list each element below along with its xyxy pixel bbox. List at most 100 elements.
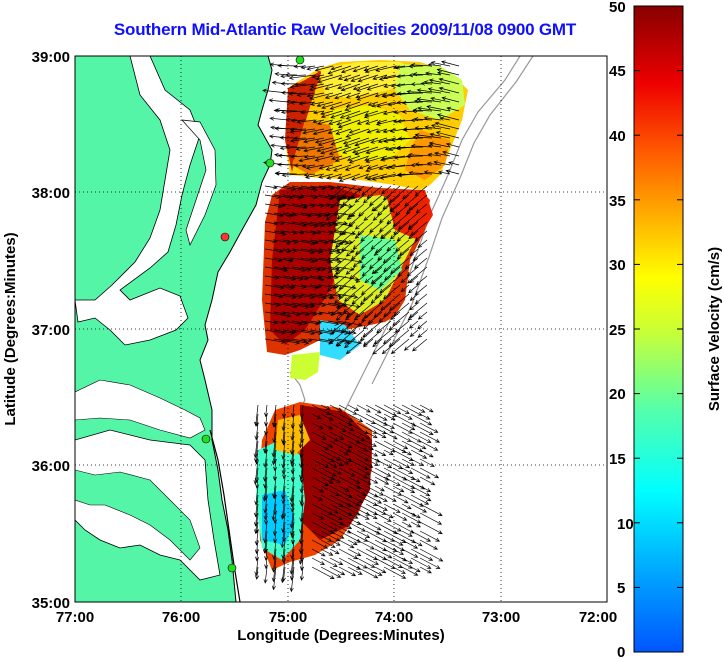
velocity-arrow: [311, 404, 332, 416]
velocity-arrow: [336, 320, 363, 327]
velocity-arrow: [300, 194, 318, 200]
velocity-arrow: [407, 221, 419, 231]
map-panel[interactable]: [74, 55, 608, 603]
velocity-arrow: [392, 512, 408, 521]
velocity-arrow: [273, 512, 278, 524]
velocity-arrow: [374, 476, 390, 485]
velocity-arrow: [436, 113, 460, 121]
velocity-arrow: [374, 458, 393, 469]
velocity-arrow: [420, 81, 433, 86]
velocity-arrow: [405, 203, 419, 215]
velocity-arrow: [303, 154, 316, 159]
x-tick-label: 77:00: [56, 609, 94, 626]
velocity-arrow: [400, 284, 410, 293]
velocity-arrow: [336, 329, 357, 335]
velocity-arrow: [311, 566, 335, 580]
velocity-arrow: [409, 248, 419, 257]
velocity-arrow: [312, 119, 325, 124]
velocity-arrow: [264, 557, 269, 570]
velocity-arrow: [345, 101, 361, 108]
velocity-arrow: [329, 566, 346, 576]
velocity-arrow: [347, 476, 361, 484]
velocity-arrow: [356, 485, 379, 498]
velocity-arrow: [295, 146, 316, 152]
velocity-arrow: [412, 135, 433, 140]
map-title: Southern Mid-Atlantic Raw Velocities 200…: [113, 20, 577, 39]
velocity-arrow: [351, 173, 370, 181]
velocity-arrow: [347, 530, 369, 542]
velocity-arrow: [410, 62, 433, 68]
velocity-arrow: [383, 530, 407, 543]
velocity-arrow: [320, 431, 339, 442]
velocity-arrow: [344, 311, 356, 321]
velocity-arrow: [400, 275, 410, 284]
velocity-arrow: [378, 74, 406, 81]
velocity-arrow: [320, 110, 334, 116]
velocity-arrow: [357, 74, 379, 83]
velocity-arrow: [402, 127, 424, 132]
velocity-arrow: [335, 128, 352, 135]
velocity-arrow: [354, 221, 365, 230]
velocity-arrow: [347, 431, 366, 442]
velocity-arrow: [365, 146, 388, 154]
velocity-arrow: [336, 275, 360, 282]
velocity-arrow: [397, 136, 424, 141]
velocity-arrow: [356, 512, 370, 520]
velocity-arrow: [334, 155, 352, 163]
velocity-arrow: [264, 311, 292, 318]
velocity-arrow: [336, 311, 352, 316]
velocity-arrow: [348, 128, 361, 134]
velocity-arrow: [338, 476, 361, 489]
velocity-arrow: [346, 212, 356, 220]
velocity-arrow: [401, 512, 422, 524]
velocity-arrow: [410, 566, 421, 573]
velocity-arrow: [274, 171, 298, 176]
velocity-arrow: [336, 257, 363, 264]
colorbar-tick-label: 40: [609, 128, 626, 145]
y-tick-label: 38:00: [32, 185, 70, 202]
velocity-arrow: [356, 539, 375, 550]
x-axis-label: Longitude (Degrees:Minutes): [237, 627, 445, 644]
velocity-arrow: [406, 266, 419, 277]
velocity-arrow: [410, 118, 424, 123]
velocity-arrow: [281, 566, 286, 583]
velocity-arrow: [311, 521, 335, 534]
velocity-arrow: [412, 108, 433, 113]
velocity-arrow: [363, 338, 374, 348]
velocity-arrow: [344, 101, 370, 112]
velocity-arrow: [419, 521, 443, 535]
velocity-arrow: [356, 440, 375, 451]
velocity-arrow: [347, 539, 358, 546]
velocity-arrow: [340, 65, 361, 74]
velocity-arrow: [345, 266, 356, 275]
velocity-arrow: [356, 422, 378, 434]
velocity-arrow: [280, 90, 298, 95]
velocity-arrow: [336, 119, 352, 126]
velocity-arrow: [382, 128, 397, 134]
velocity-arrow: [370, 239, 383, 250]
velocity-arrow: [401, 539, 419, 549]
velocity-arrow: [383, 548, 408, 562]
station-marker: [220, 232, 230, 242]
velocity-arrow: [423, 80, 442, 85]
velocity-arrow: [365, 521, 382, 531]
velocity-arrow: [316, 101, 334, 108]
velocity-arrow: [410, 557, 432, 569]
velocity-arrow: [330, 110, 352, 119]
velocity-arrow: [392, 539, 404, 546]
velocity-arrow: [389, 203, 401, 213]
velocity-arrow: [365, 548, 388, 561]
velocity-arrow: [314, 65, 334, 72]
velocity-arrow: [383, 413, 396, 421]
velocity-arrow: [401, 521, 413, 528]
velocity-arrow: [356, 119, 370, 125]
velocity-arrow: [321, 101, 343, 110]
velocity-arrow: [419, 467, 440, 479]
velocity-arrow: [337, 119, 361, 129]
velocity-arrow: [383, 485, 403, 496]
colorbar-label: Surface Velocity (cm/s): [706, 247, 723, 411]
velocity-arrow: [338, 548, 359, 560]
velocity-arrow: [414, 133, 442, 139]
velocity-arrow: [442, 150, 460, 157]
velocity-arrow: [345, 248, 356, 257]
